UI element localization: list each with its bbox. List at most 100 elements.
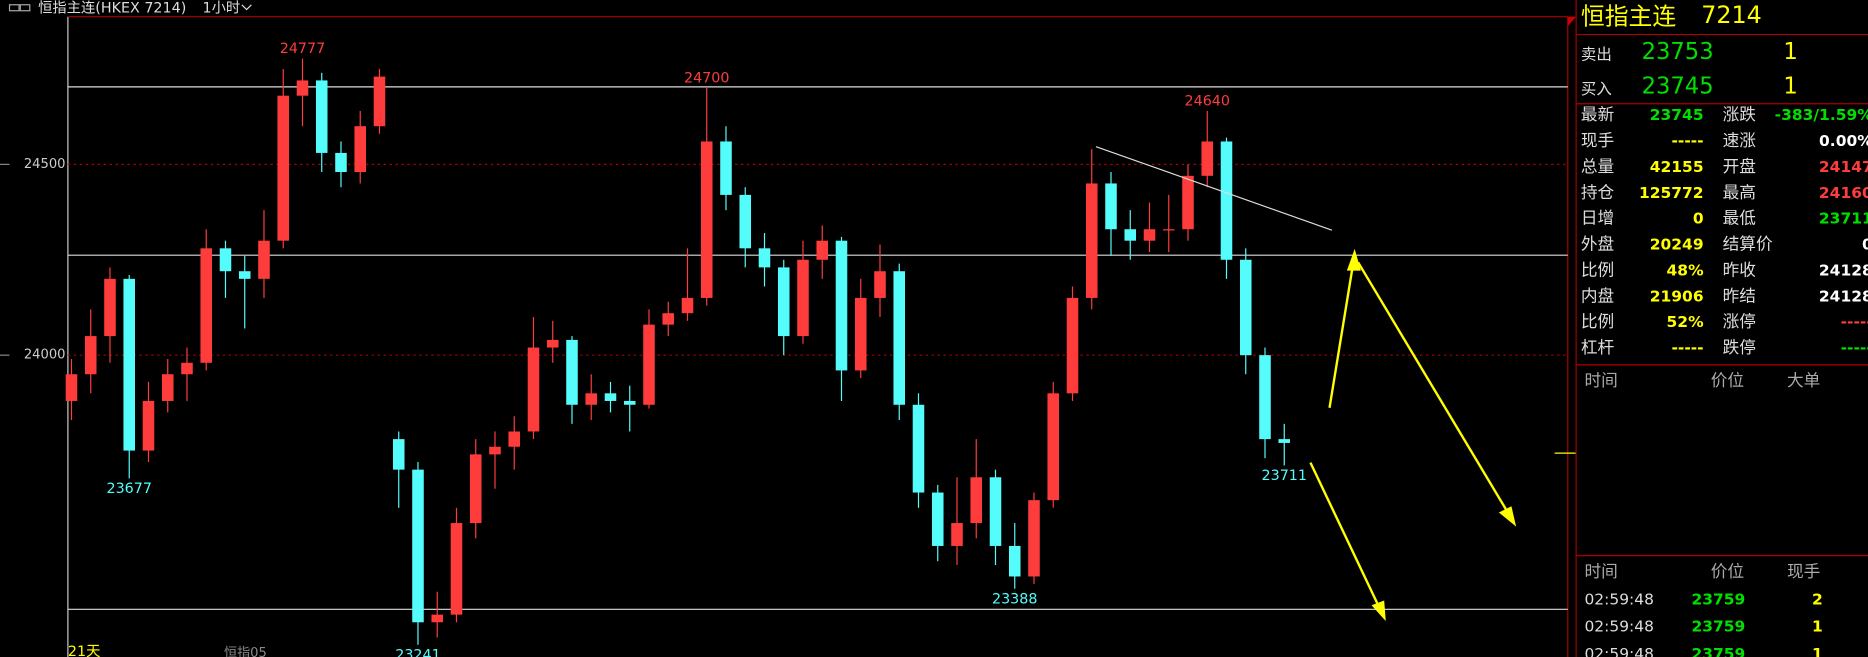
ask-size: 1 [1783,39,1797,65]
stat-value: 24147 [1819,158,1868,176]
bid-price: 23745 [1642,74,1714,100]
tick-cell: 02:59:48 [1584,618,1654,636]
candle-body [142,400,155,451]
candle-body [450,523,463,615]
candle-body [989,477,1002,546]
candle-body [835,240,848,371]
stat-label: 最低 [1723,209,1757,228]
candle-body [181,362,193,375]
candle-body [1047,393,1060,501]
candle-body [951,523,963,546]
stat-label: 比例 [1581,260,1614,279]
stat-value: 24128 [1819,287,1868,305]
candle-body [277,95,290,241]
candle-body [1066,297,1079,394]
chart: 24000 24500 24777 24700 24640 23677 23241 23388… [0,41,1568,657]
stat-label: 杠杆 [1581,338,1615,357]
candle-body [373,76,386,127]
candle-body [912,404,925,493]
candle-body [1259,355,1271,440]
stat-value: ----- [1841,313,1868,331]
candle-body [65,374,78,401]
price-annotation: 24777 [280,41,325,57]
candle-body [431,614,444,623]
candle-body [258,240,270,279]
stat-value: ----- [1671,339,1703,357]
candle-body [469,454,482,524]
stat-value: 52% [1667,313,1705,331]
bid-label: 买入 [1581,80,1612,98]
stat-value: 42155 [1650,158,1704,176]
tick-cell: 2 [1812,590,1823,608]
candle-body [931,492,944,546]
candle-body [200,248,213,363]
stat-value: 20249 [1650,236,1704,254]
stat-value: 23711 [1819,210,1868,228]
ask-price: 23753 [1642,39,1714,65]
period-selector[interactable]: 1小时 [203,0,241,16]
candle-body [623,400,636,405]
period-chevron[interactable] [241,4,252,11]
candle-body [662,313,675,325]
quote-name: 恒指主连 [1581,2,1676,30]
tick-cell: 1 [1812,645,1823,657]
footer-left: 21天 [68,644,100,657]
big-orders-header: 价位 [1711,371,1744,390]
tick-cell: 02:59:48 [1584,645,1654,657]
candle-body [296,80,309,96]
candle-body [238,271,251,279]
stat-value: -383/1.59% [1775,106,1868,124]
candle-body [104,278,116,337]
stat-value: 0.00% [1819,132,1868,150]
arrow-head [1498,506,1517,527]
price-annotation: 24700 [684,71,729,87]
candle-body [84,336,97,375]
stat-label: 外盘 [1581,235,1614,254]
stat-label: 持仓 [1581,183,1615,202]
ask-label: 卖出 [1581,45,1612,63]
candle-body [604,393,617,401]
candle-body [700,141,713,298]
candle-body [315,80,328,153]
instrument-title: 恒指主连(HKEX 7214) [38,0,186,16]
candle-body [1085,183,1098,298]
candle-body [1239,259,1252,356]
stat-label: 比例 [1581,312,1614,331]
tick-cell: 23759 [1691,618,1745,636]
stat-value: 23745 [1650,106,1704,124]
stat-value: ----- [1841,339,1868,357]
footer-mid: 恒指05 [224,645,267,657]
y-tick-label: 24000 [24,348,66,363]
candle-body [546,339,559,348]
price-annotation: 23241 [395,648,440,657]
candle-body [970,477,983,524]
trend-line [1095,146,1333,231]
top-bar [0,0,1573,17]
candle-body [1162,229,1175,231]
y-tick-label: 24500 [24,157,66,172]
stat-label: 速涨 [1723,131,1757,150]
candle-body [758,248,771,268]
candle-body [392,439,405,470]
stat-value: 0 [1862,236,1868,254]
tick-cell: 23759 [1691,590,1745,608]
ticks-header: 现手 [1787,562,1820,581]
candle-body [1220,141,1233,260]
stat-label: 现手 [1581,131,1614,150]
candle-body [816,240,829,260]
forecast-arrows [1309,248,1517,622]
stat-value: 0 [1693,210,1704,228]
stat-label: 日增 [1581,209,1614,228]
tick-cell: 23759 [1691,645,1745,657]
candle-body [1105,183,1117,230]
stat-label: 跌停 [1723,338,1756,357]
candle-body [1124,229,1137,241]
candle-body [681,297,694,314]
ticks-header: 价位 [1711,562,1744,581]
stat-label: 最新 [1581,105,1614,124]
arrow-up [1328,262,1355,408]
price-annotation: 23711 [1262,468,1307,484]
candle-body [335,152,347,173]
